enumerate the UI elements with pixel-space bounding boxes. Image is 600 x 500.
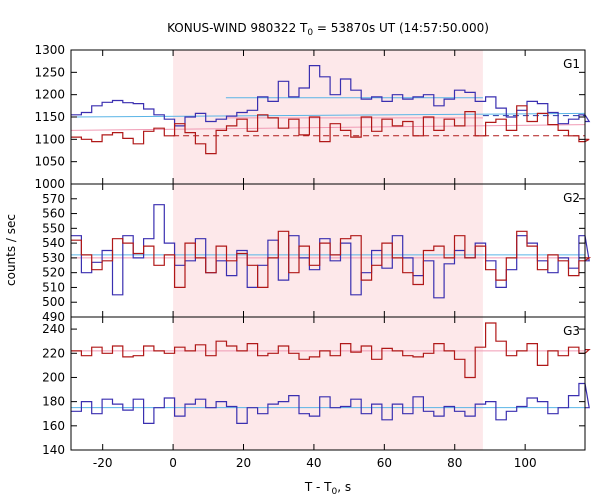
red-series-g2 (71, 230, 592, 288)
y-tick-label: 240 (42, 322, 65, 336)
panel-frame (70, 316, 586, 451)
y-tick-label: 570 (42, 192, 65, 206)
y-tick-label: 180 (42, 395, 65, 409)
x-tick-label: -20 (93, 456, 113, 470)
panel-label: G3 (563, 324, 580, 338)
panel-g1: 1000 1050 1100 1150 1200 1250 1300 G1 (34, 43, 591, 191)
y-tick-label: 1150 (34, 110, 65, 124)
y-tick-label: 220 (42, 346, 65, 360)
panel-label: G2 (563, 191, 580, 205)
y-tick-label: 1250 (34, 65, 65, 79)
red-fit-line (70, 124, 586, 131)
chart-title: KONUS-WIND 980322 T0 = 53870s UT (14:57:… (167, 21, 489, 38)
y-tick-label: 1000 (34, 177, 65, 191)
y-tick-label: 560 (42, 207, 65, 221)
x-tick-label: 60 (377, 456, 392, 470)
x-tick-label: 0 (169, 456, 177, 470)
y-axis-title: counts / sec (4, 214, 18, 286)
blue-series-g2 (71, 204, 590, 299)
panel-g3: 140 160 180 200 220 240 G3 (42, 316, 591, 457)
y-tick-label: 510 (42, 280, 65, 294)
y-tick-label: 530 (42, 251, 65, 265)
y-tick-label: 1100 (34, 132, 65, 146)
y-tick-label: 500 (42, 295, 65, 309)
red-series-g1 (71, 105, 590, 155)
y-tick-label: 1200 (34, 88, 65, 102)
panel-label: G1 (563, 57, 580, 71)
y-tick-label: 1050 (34, 155, 65, 169)
y-tick-label: 550 (42, 221, 65, 235)
x-tick-label: 20 (236, 456, 251, 470)
y-tick-label: 520 (42, 266, 65, 280)
y-tick-label: 160 (42, 419, 65, 433)
y-tick-label: 140 (42, 443, 65, 457)
y-tick-label: 490 (42, 310, 65, 324)
y-tick-label: 540 (42, 236, 65, 250)
red-series-g3 (71, 322, 591, 379)
x-tick-label: 40 (306, 456, 321, 470)
highlight-interval (173, 50, 483, 450)
x-axis-title: T - T0, s (304, 480, 351, 497)
blue-series-g3 (71, 382, 590, 424)
x-tick-label: 100 (514, 456, 537, 470)
blue-fit-line (70, 112, 586, 118)
x-tick-label: 80 (447, 456, 462, 470)
y-tick-label: 200 (42, 370, 65, 384)
y-tick-label: 1300 (34, 43, 65, 57)
blue-series-g1 (71, 65, 591, 127)
